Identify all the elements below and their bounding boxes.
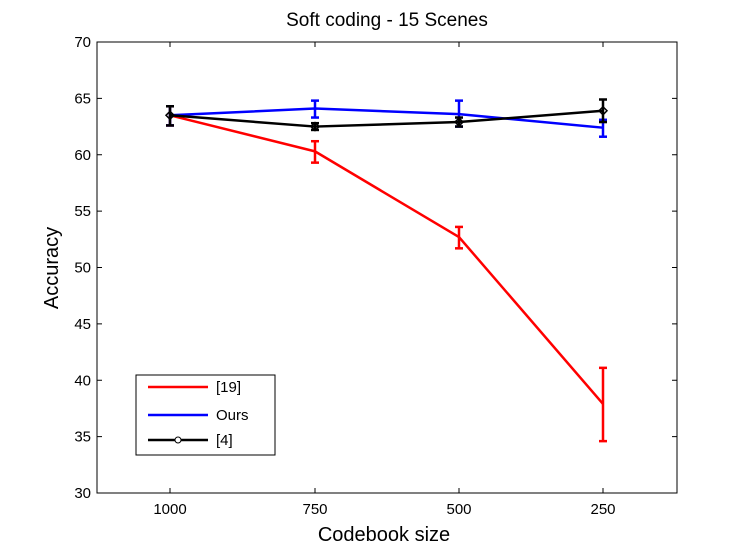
y-tick-label: 40 <box>74 372 91 389</box>
x-tick-label: 250 <box>590 501 615 518</box>
y-tick-label: 45 <box>74 316 91 333</box>
legend: [19] Ours [4] <box>135 374 276 456</box>
data-point <box>309 121 321 132</box>
series-layer <box>164 98 609 443</box>
data-point <box>597 105 609 116</box>
y-tick-label: 50 <box>74 260 91 277</box>
series-line <box>169 114 604 405</box>
y-tick-label: 60 <box>74 147 91 164</box>
x-axis-title: Codebook size <box>318 524 450 546</box>
x-tick-label: 750 <box>302 501 327 518</box>
y-tick-label: 55 <box>74 203 91 220</box>
legend-label-2: Ours <box>216 407 249 424</box>
x-axis: 1000 750 500 250 <box>153 42 616 518</box>
y-tick-label: 30 <box>74 485 91 502</box>
legend-label-3: [4] <box>216 432 233 449</box>
series-line <box>169 109 604 128</box>
data-point <box>164 110 176 121</box>
series-3 <box>164 98 609 132</box>
x-tick-label: 500 <box>446 501 471 518</box>
y-tick-label: 65 <box>74 90 91 107</box>
y-axis-title: Accuracy <box>41 227 63 309</box>
legend-marker-3 <box>174 436 182 444</box>
y-tick-label: 35 <box>74 429 91 446</box>
chart-title: Soft coding - 15 Scenes <box>286 10 488 31</box>
series-line <box>169 107 604 129</box>
data-point <box>453 116 465 128</box>
y-tick-label: 70 <box>74 34 91 51</box>
x-tick-label: 1000 <box>153 501 186 518</box>
legend-label-1: [19] <box>216 379 241 396</box>
y-axis: 30 35 40 45 50 55 60 65 70 <box>74 34 677 502</box>
